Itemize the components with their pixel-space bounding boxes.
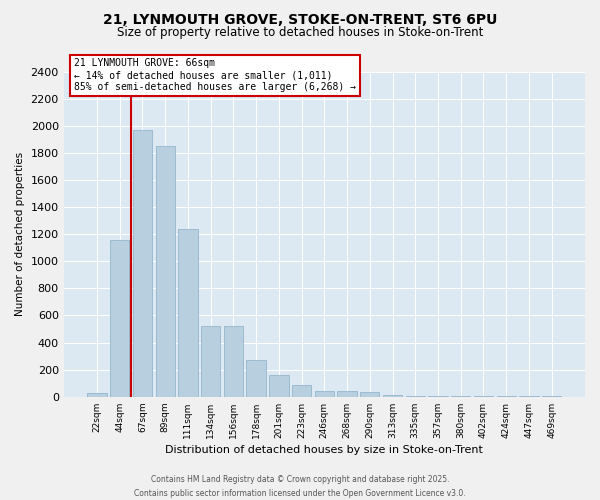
Bar — [474, 396, 493, 397]
Bar — [155, 146, 175, 397]
Bar — [292, 386, 311, 397]
Bar — [178, 228, 197, 397]
Bar — [201, 326, 220, 397]
Bar — [360, 392, 379, 397]
Bar — [406, 396, 425, 397]
Text: Size of property relative to detached houses in Stoke-on-Trent: Size of property relative to detached ho… — [117, 26, 483, 39]
Text: 21 LYNMOUTH GROVE: 66sqm
← 14% of detached houses are smaller (1,011)
85% of sem: 21 LYNMOUTH GROVE: 66sqm ← 14% of detach… — [74, 58, 356, 92]
Bar — [269, 375, 289, 397]
X-axis label: Distribution of detached houses by size in Stoke-on-Trent: Distribution of detached houses by size … — [166, 445, 483, 455]
Bar — [224, 326, 243, 397]
Bar — [88, 394, 107, 397]
Bar — [314, 390, 334, 397]
Bar — [451, 396, 470, 397]
Bar — [133, 130, 152, 397]
Text: 21, LYNMOUTH GROVE, STOKE-ON-TRENT, ST6 6PU: 21, LYNMOUTH GROVE, STOKE-ON-TRENT, ST6 … — [103, 12, 497, 26]
Y-axis label: Number of detached properties: Number of detached properties — [15, 152, 25, 316]
Bar — [383, 395, 402, 397]
Text: Contains HM Land Registry data © Crown copyright and database right 2025.
Contai: Contains HM Land Registry data © Crown c… — [134, 476, 466, 498]
Bar — [247, 360, 266, 397]
Bar — [337, 390, 357, 397]
Bar — [110, 240, 130, 397]
Bar — [428, 396, 448, 397]
